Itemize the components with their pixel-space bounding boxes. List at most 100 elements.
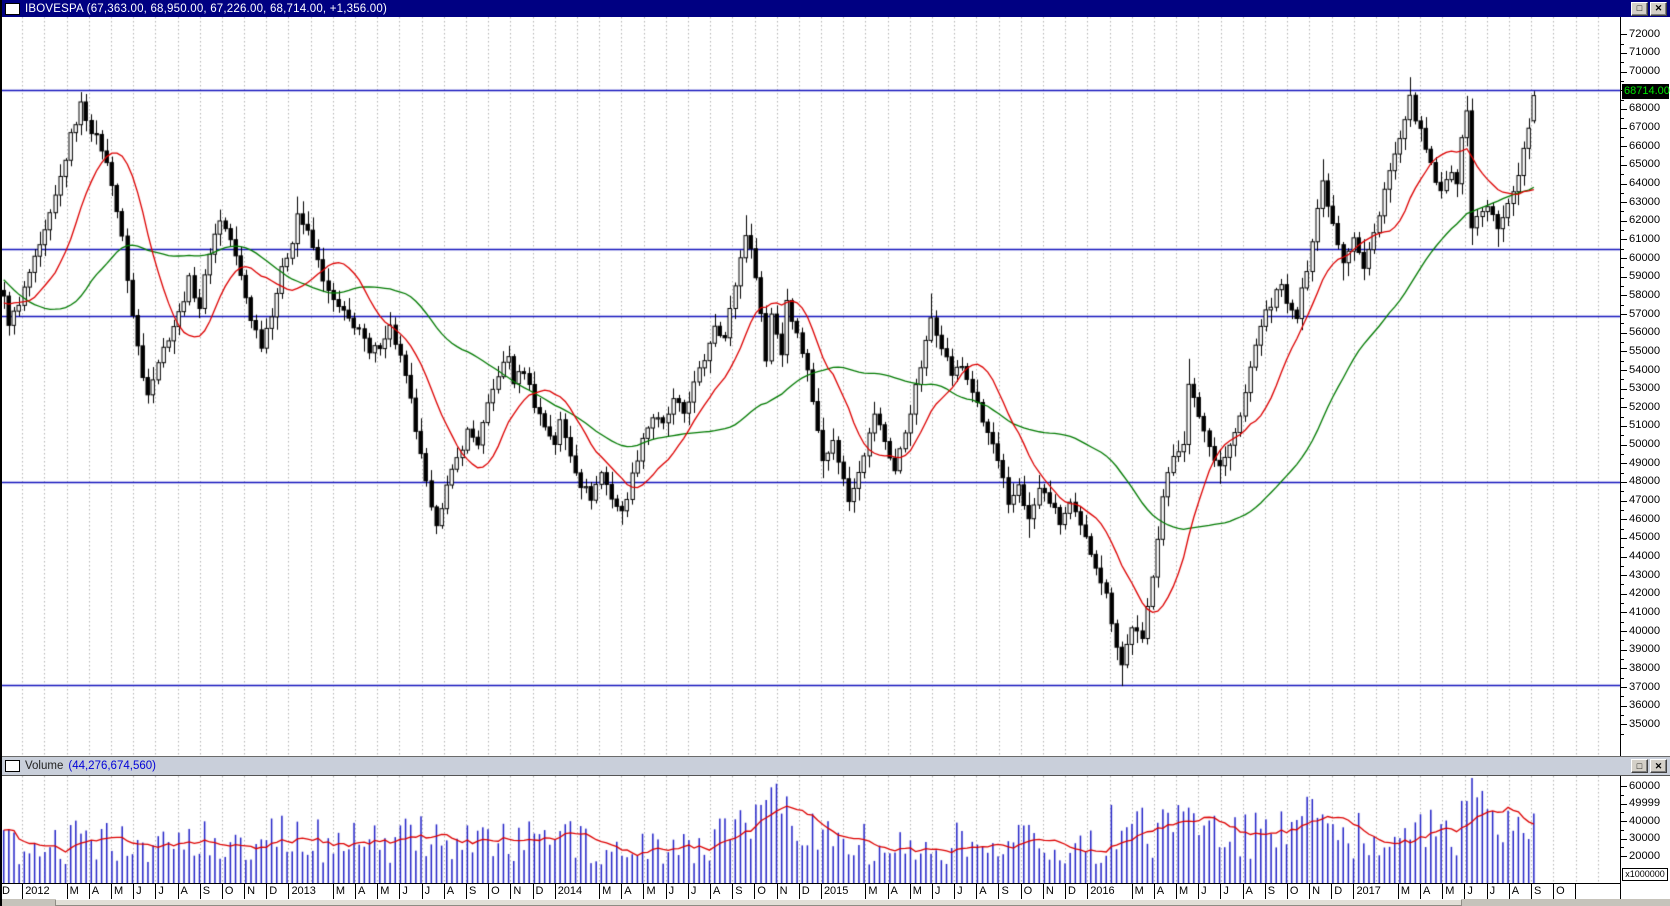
price-chart-pane (0, 17, 1620, 756)
volume-close-icon[interactable]: ✕ (1650, 759, 1667, 773)
axis-tick (1621, 812, 1624, 813)
price-chart-canvas[interactable] (0, 17, 1620, 756)
axis-tick (1621, 407, 1627, 408)
date-axis-label: N (244, 884, 266, 899)
axis-label: 37000 (1629, 681, 1661, 693)
axis-label: 55000 (1629, 345, 1661, 357)
axis-tick (1621, 165, 1627, 166)
date-axis-label: N (510, 884, 532, 899)
axis-tick (1621, 538, 1627, 539)
axis-label: 49000 (1629, 457, 1661, 469)
date-axis-label: 2014 (554, 884, 599, 899)
axis-tick (1621, 193, 1624, 194)
axis-tick (1621, 640, 1624, 641)
date-axis-label: N (1042, 884, 1065, 899)
date-axis: D 2012 M A M J J A S O N D 2013 M A M J J A S O N D 2014 M A M J J A S… (0, 883, 1620, 899)
volume-title-label: Volume (25, 760, 64, 772)
horizontal-scrollbar[interactable] (0, 899, 1670, 906)
axis-tick (1621, 379, 1624, 380)
date-axis-label: A (710, 884, 732, 899)
date-axis-label: D (798, 884, 821, 899)
axis-tick (1621, 184, 1627, 185)
axis-tick (1621, 202, 1627, 203)
date-axis-filler (1575, 884, 1619, 899)
axis-tick (1621, 715, 1624, 716)
date-axis-label: M (643, 884, 665, 899)
axis-label: 20000 (1629, 850, 1661, 862)
axis-tick (1621, 668, 1627, 669)
date-axis-label: 2015 (820, 884, 865, 899)
axis-tick (1621, 62, 1624, 63)
axis-tick (1621, 463, 1627, 464)
axis-label: 72000 (1629, 28, 1661, 40)
axis-tick (1621, 81, 1624, 82)
axis-tick (1621, 72, 1627, 73)
axis-tick (1621, 389, 1627, 390)
date-axis-label: S (465, 884, 488, 899)
volume-pane (0, 776, 1620, 883)
main-chart-titlebar[interactable]: IBOVESPA (67,363.00, 68,950.00, 67,226.0… (0, 0, 1670, 17)
date-axis-label: O (754, 884, 776, 899)
volume-maximize-icon[interactable]: □ (1631, 759, 1648, 773)
axis-tick (1621, 659, 1624, 660)
date-axis-label: O (488, 884, 510, 899)
axis-tick (1621, 510, 1624, 511)
volume-select-checkbox[interactable] (5, 760, 20, 772)
date-axis-label: M (865, 884, 887, 899)
axis-tick (1621, 211, 1624, 212)
axis-tick (1621, 473, 1624, 474)
axis-label: 54000 (1629, 364, 1661, 376)
volume-title-value: (44,276,674,560) (68, 760, 156, 772)
axis-label: 64000 (1629, 177, 1661, 189)
axis-tick (1621, 342, 1624, 343)
date-axis-label: A (621, 884, 643, 899)
axis-tick (1621, 221, 1627, 222)
axis-tick (1621, 847, 1624, 848)
date-axis-label: M (1442, 884, 1464, 899)
axis-tick (1621, 174, 1624, 175)
date-axis-label: J (421, 884, 444, 899)
date-axis-label: J (1198, 884, 1220, 899)
axis-tick (1621, 137, 1624, 138)
axis-tick (1621, 734, 1624, 735)
date-axis-label: M (909, 884, 932, 899)
maximize-icon[interactable]: □ (1631, 1, 1648, 16)
axis-tick (1621, 417, 1624, 418)
axis-label: 47000 (1629, 494, 1661, 506)
date-axis-label: S (1264, 884, 1287, 899)
price-axis: 68714.00 x1000000 7200071000700006900068… (1620, 17, 1670, 899)
date-axis-label: O (1286, 884, 1309, 899)
date-axis-label: M (110, 884, 133, 899)
date-axis-label: D (2, 885, 10, 897)
axis-tick (1621, 795, 1624, 796)
date-axis-label: J (1486, 884, 1509, 899)
axis-tick (1621, 856, 1627, 857)
axis-tick (1621, 277, 1627, 278)
date-axis-label: A (1420, 884, 1442, 899)
date-axis-label: S (732, 884, 754, 899)
axis-tick (1621, 109, 1627, 110)
axis-label: 40000 (1629, 815, 1661, 827)
axis-tick (1621, 44, 1624, 45)
axis-tick (1621, 612, 1627, 613)
axis-label: 44000 (1629, 550, 1661, 562)
date-axis-label: O (1553, 884, 1575, 899)
axis-label: 68000 (1629, 102, 1661, 114)
date-axis-label: M (66, 884, 89, 899)
close-icon[interactable]: ✕ (1650, 1, 1667, 16)
axis-tick (1621, 547, 1624, 548)
axis-tick (1621, 323, 1624, 324)
axis-label: 65000 (1629, 158, 1661, 170)
axis-tick (1621, 696, 1624, 697)
axis-label: 48000 (1629, 475, 1661, 487)
axis-tick (1621, 622, 1624, 623)
axis-label: 46000 (1629, 513, 1661, 525)
axis-label: 38000 (1629, 662, 1661, 674)
volume-titlebar[interactable]: Volume (44,276,674,560) □ ✕ (0, 756, 1670, 776)
chart-select-checkbox[interactable] (5, 2, 20, 15)
date-axis-label: M (1131, 884, 1154, 899)
date-axis-label: D (1331, 884, 1353, 899)
scrollbar-thumb[interactable] (55, 899, 1462, 906)
volume-canvas[interactable] (0, 776, 1620, 883)
